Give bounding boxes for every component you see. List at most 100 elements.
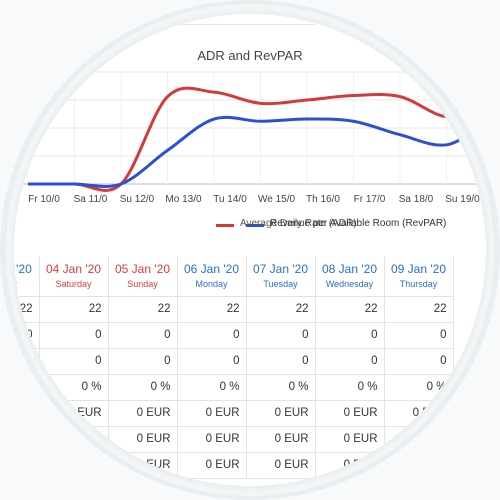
column-header[interactable]: 08 Jan '20 Wednesday bbox=[315, 256, 385, 297]
series-line-revpar bbox=[28, 115, 486, 188]
column-header[interactable]: 06 Jan '20 Monday bbox=[177, 256, 247, 297]
table-cell: 0 EUR bbox=[177, 452, 247, 479]
column-weekday: Saturday bbox=[55, 279, 92, 290]
column-header[interactable]: 07 Jan '20 Tuesday bbox=[246, 256, 316, 297]
table-cell: 0 bbox=[39, 348, 109, 375]
table-cell: 0 % bbox=[177, 374, 247, 401]
column-header[interactable]: 09 Jan '20 Thursday bbox=[384, 256, 454, 297]
table-cell: 0 EUR bbox=[39, 452, 109, 479]
table-cell: 0 EUR bbox=[39, 426, 109, 453]
legend-swatch-adr bbox=[216, 224, 234, 227]
table-cell: 0 EUR bbox=[246, 452, 316, 479]
table-cell: 0 % bbox=[108, 374, 178, 401]
column-date: 07 Jan '20 bbox=[252, 262, 308, 277]
table-cell: 22 bbox=[246, 296, 316, 323]
table-cell: 0 % bbox=[14, 374, 40, 401]
table-cell: 0 EUR bbox=[384, 452, 454, 479]
table-cell: 0 EUR bbox=[14, 426, 40, 453]
daily-stats-table: 03 Jan '20 Friday 04 Jan '20 Saturday 05 Jan… bbox=[14, 256, 454, 479]
column-date: 09 Jan '20 bbox=[390, 262, 446, 277]
column-header[interactable]: 03 Jan '20 Friday bbox=[14, 256, 40, 297]
table-row: 22 22 22 22 22 22 22 bbox=[14, 296, 454, 323]
table-cell: 0 bbox=[177, 322, 247, 349]
column-date: 08 Jan '20 bbox=[321, 262, 377, 277]
table-cell: 22 bbox=[39, 296, 109, 323]
table-cell: 0 EUR bbox=[108, 400, 178, 427]
table-cell: 0 % bbox=[315, 374, 385, 401]
x-tick-label: Su 19/0 bbox=[445, 194, 480, 205]
table-cell: 0 EUR bbox=[384, 426, 454, 453]
table-cell: 0 bbox=[108, 348, 178, 375]
table-cell: 0 EUR bbox=[39, 400, 109, 427]
table-cell: 0 EUR bbox=[14, 452, 40, 479]
table-cell: 0 bbox=[39, 322, 109, 349]
table-cell: 0 EUR bbox=[108, 452, 178, 479]
x-tick-label: Sa 11/0 bbox=[74, 194, 108, 205]
table-row: 0 % 0 % 0 % 0 % 0 % 0 % 0 % bbox=[14, 374, 454, 401]
table-cell: 0 bbox=[14, 322, 40, 349]
table-cell: 0 bbox=[384, 348, 454, 375]
table-cell: 0 EUR bbox=[384, 400, 454, 427]
column-date: 03 Jan '20 bbox=[14, 262, 32, 277]
table-cell: 22 bbox=[384, 296, 454, 323]
table-cell: 0 % bbox=[246, 374, 316, 401]
column-header[interactable]: 05 Jan '20 Sunday bbox=[108, 256, 178, 297]
table-cell: 0 EUR bbox=[177, 426, 247, 453]
table-cell: 0 bbox=[246, 322, 316, 349]
top-divider bbox=[178, 24, 316, 25]
table-cell: 0 EUR bbox=[315, 400, 385, 427]
table-cell: 0 EUR bbox=[177, 400, 247, 427]
table-cell: 0 EUR bbox=[108, 426, 178, 453]
column-weekday: Monday bbox=[195, 279, 228, 290]
table-cell: 0 bbox=[315, 348, 385, 375]
table-cell: 22 bbox=[108, 296, 178, 323]
legend-swatch-revpar bbox=[246, 224, 264, 227]
legend-label-revpar: Revenue per Available Room (RevPAR) bbox=[270, 218, 447, 229]
table-header-row: 03 Jan '20 Friday 04 Jan '20 Saturday 05 Jan… bbox=[14, 256, 454, 297]
table-cell: 22 bbox=[177, 296, 247, 323]
x-tick-label: Mo 13/0 bbox=[165, 194, 202, 205]
table-cell: 0 % bbox=[39, 374, 109, 401]
x-tick-label: We 15/0 bbox=[258, 194, 295, 205]
table-cell: 2 bbox=[14, 348, 40, 375]
table-cell: 0 bbox=[384, 322, 454, 349]
column-header[interactable]: 04 Jan '20 Saturday bbox=[39, 256, 109, 297]
table-cell: 0 EUR bbox=[14, 400, 40, 427]
table-cell: 0 EUR bbox=[315, 426, 385, 453]
legend-label-adr: Average Daily Rate (ADR) bbox=[240, 218, 357, 229]
column-weekday: Sunday bbox=[127, 279, 158, 290]
column-weekday: Friday bbox=[14, 279, 17, 290]
table-cell: 0 bbox=[108, 322, 178, 349]
table-cell: 0 bbox=[177, 348, 247, 375]
table-body: 22 22 22 22 22 22 22 0 0 0 0 0 0 0 2 0 0 0 0 0 0 0 % 0 % 0 % 0 %… bbox=[14, 296, 454, 479]
x-tick-label: Su 12/0 bbox=[120, 194, 155, 205]
x-tick-label: Fr 10/0 bbox=[28, 194, 60, 205]
column-weekday: Wednesday bbox=[325, 279, 374, 290]
table-cell: 0 EUR bbox=[246, 400, 316, 427]
table-cell: 0 bbox=[315, 322, 385, 349]
report-content: ADR and RevPAR Fr 10/0 Sa 11/0 Su 12/0 Mo 1… bbox=[14, 14, 486, 486]
column-weekday: Thursday bbox=[399, 279, 438, 290]
x-tick-label: Sa 18/0 bbox=[399, 194, 434, 205]
column-date: 06 Jan '20 bbox=[183, 262, 239, 277]
table-cell: 0 bbox=[246, 348, 316, 375]
column-date: 04 Jan '20 bbox=[45, 262, 101, 277]
x-tick-label: Fr 17/0 bbox=[354, 194, 386, 205]
table-cell: 0 EUR bbox=[246, 426, 316, 453]
table-cell: 0 % bbox=[384, 374, 454, 401]
column-date: 05 Jan '20 bbox=[114, 262, 170, 277]
table-cell: 0 EUR bbox=[315, 452, 385, 479]
circular-viewport: ADR and RevPAR Fr 10/0 Sa 11/0 Su 12/0 Mo 1… bbox=[14, 14, 486, 486]
x-tick-label: Tu 14/0 bbox=[213, 194, 247, 205]
x-tick-label: Th 16/0 bbox=[306, 194, 340, 205]
table-cell: 22 bbox=[315, 296, 385, 323]
chart-title: ADR and RevPAR bbox=[197, 48, 303, 63]
table-cell: 22 bbox=[14, 296, 40, 323]
adr-revpar-chart: Fr 10/0 Sa 11/0 Su 12/0 Mo 13/0 Tu 14/0 We 15… bbox=[18, 71, 486, 205]
